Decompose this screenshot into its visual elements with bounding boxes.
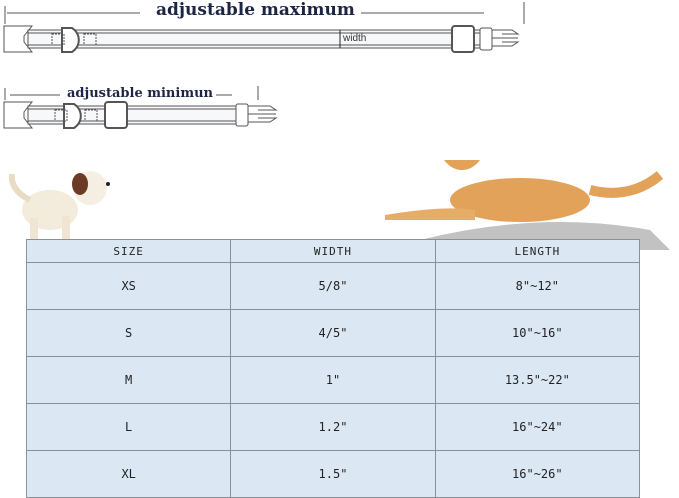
puppy-illustration [8,171,110,240]
size-cell: XL [25,450,232,498]
table-header-row: SIZE WIDTH LENGTH [25,239,641,263]
golden-retriever-illustration [385,160,670,250]
adjustable-maximum-label: adjustable maximum [150,0,361,20]
width-cell: 1" [230,356,436,404]
width-cell: 1.5" [230,450,436,498]
length-cell: 16"~24" [434,403,641,451]
length-cell: 13.5"~22" [434,356,641,404]
width-cell: 1.2" [230,403,436,451]
size-table: SIZE WIDTH LENGTH XS 5/8" 8"~12" S 4/5" 10"~… [25,239,641,498]
header-length: LENGTH [434,239,641,263]
header-size: SIZE [25,239,232,263]
dog-illustrations [8,160,670,250]
length-cell: 16"~26" [434,450,641,498]
width-cell: 4/5" [230,309,436,357]
table-row: XS 5/8" 8"~12" [25,262,641,310]
width-cell: 5/8" [230,262,436,310]
length-cell: 8"~12" [434,262,641,310]
collar-diagram [3,2,525,129]
width-label: width [343,33,367,44]
table-row: M 1" 13.5"~22" [25,356,641,404]
size-cell: L [25,403,232,451]
header-width: WIDTH [230,239,436,263]
length-cell: 10"~16" [434,309,641,357]
table-row: S 4/5" 10"~16" [25,309,641,357]
size-cell: XS [25,262,232,310]
table-row: L 1.2" 16"~24" [25,403,641,451]
size-cell: S [25,309,232,357]
size-cell: M [25,356,232,404]
adjustable-minimum-label: adjustable minimun [64,86,216,101]
table-row: XL 1.5" 16"~26" [25,450,641,498]
